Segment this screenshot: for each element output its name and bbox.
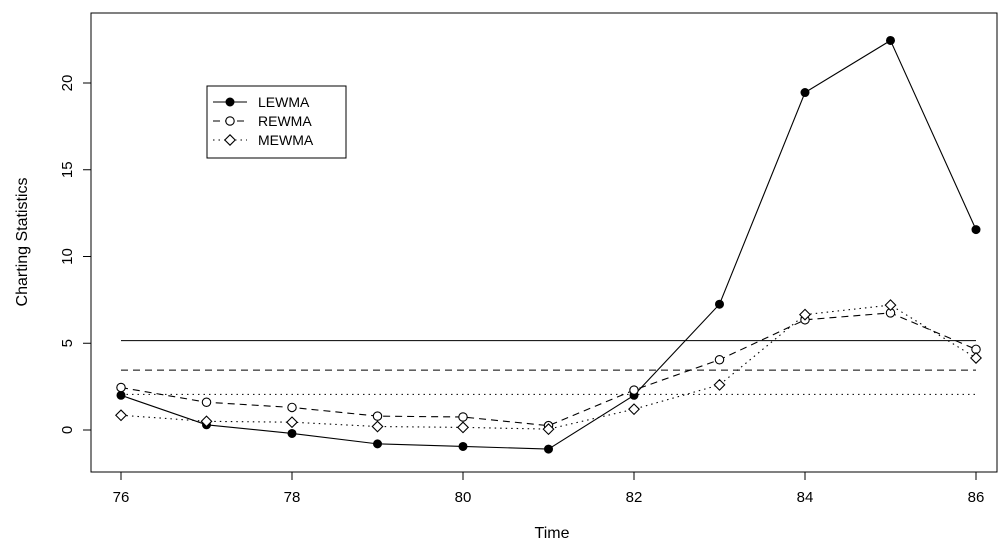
data-point-rewma <box>629 385 639 395</box>
series-rewma <box>116 308 981 431</box>
data-point-rewma <box>201 397 212 407</box>
legend-entry-lewma: LEWMA <box>213 94 310 110</box>
legend-entry-mewma: MEWMA <box>213 132 314 148</box>
data-point-lewma <box>800 88 810 98</box>
data-point-lewma <box>544 444 553 454</box>
y-tick-label: 5 <box>59 339 76 347</box>
x-axis-title: Time <box>535 525 570 542</box>
y-tick-label: 0 <box>59 426 76 434</box>
series-line-mewma <box>120 304 977 430</box>
legend-entry-rewma: REWMA <box>213 113 312 129</box>
series-layer <box>115 35 982 454</box>
series-mewma <box>115 299 982 436</box>
data-point-rewma <box>458 412 468 422</box>
series-line-rewma <box>120 312 977 427</box>
data-point-lewma <box>715 299 724 309</box>
x-axis: 76 78 80 82 84 86 <box>113 471 985 506</box>
control-limits <box>121 340 976 395</box>
y-axis-title: Charting Statistics <box>14 178 31 307</box>
x-tick-label: 84 <box>797 489 814 506</box>
data-point-rewma <box>372 411 383 421</box>
data-point-mewma <box>628 403 640 416</box>
data-point-mewma <box>713 378 726 391</box>
x-tick-label: 82 <box>626 489 643 506</box>
x-tick-label: 78 <box>284 489 301 506</box>
data-point-lewma <box>458 441 468 451</box>
y-tick-label: 10 <box>59 248 76 265</box>
data-point-mewma <box>799 308 811 321</box>
data-point-mewma <box>115 409 127 422</box>
data-point-mewma <box>286 416 298 429</box>
x-tick-label: 80 <box>455 489 472 506</box>
legend: LEWMA REWMA MEWMA <box>206 85 347 159</box>
data-point-rewma <box>287 402 297 413</box>
y-axis: 0 5 10 15 20 <box>59 75 92 434</box>
x-tick-label: 76 <box>113 489 130 506</box>
data-point-mewma <box>200 415 213 428</box>
data-point-mewma <box>970 352 982 364</box>
legend-label: LEWMA <box>258 94 310 110</box>
legend-swatch-marker <box>225 116 235 126</box>
x-tick-label: 86 <box>968 489 985 506</box>
data-point-mewma <box>371 420 384 433</box>
data-point-rewma <box>116 382 126 393</box>
data-point-rewma <box>714 354 725 365</box>
legend-label: MEWMA <box>258 132 314 148</box>
data-point-lewma <box>287 428 297 438</box>
data-point-lewma <box>373 439 382 449</box>
legend-swatch-marker <box>225 97 235 107</box>
data-point-lewma <box>116 390 126 400</box>
data-point-mewma <box>457 421 469 434</box>
data-point-mewma <box>542 423 555 436</box>
y-tick-label: 20 <box>59 75 76 92</box>
legend-label: REWMA <box>258 113 312 129</box>
y-tick-label: 15 <box>59 161 76 178</box>
plot-frame <box>90 12 998 473</box>
data-point-mewma <box>884 299 897 312</box>
data-point-lewma <box>971 225 981 235</box>
legend-swatch-marker <box>224 134 236 146</box>
data-point-lewma <box>886 35 895 45</box>
